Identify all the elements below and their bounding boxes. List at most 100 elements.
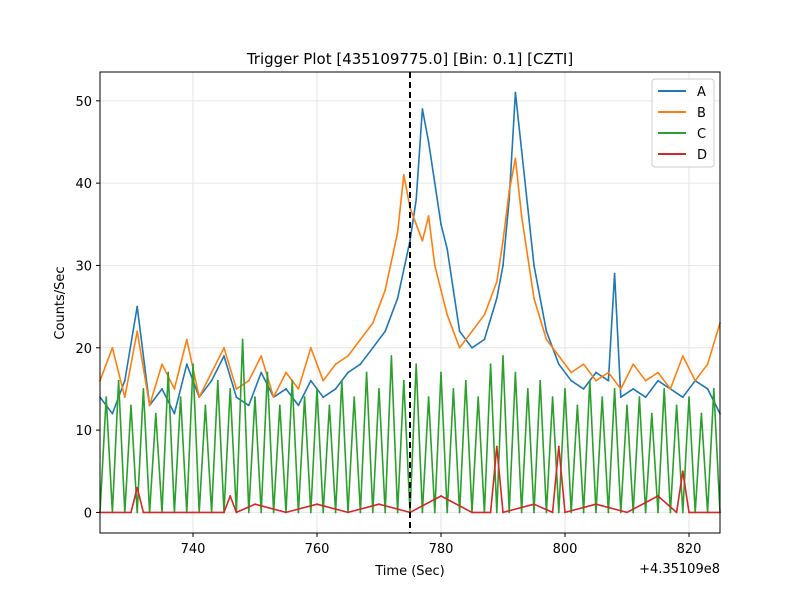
data-point-b (669, 388, 672, 390)
data-point-b (185, 338, 188, 341)
data-point-b (458, 346, 461, 349)
data-point-a (471, 346, 473, 349)
data-point-a (440, 223, 442, 226)
data-point-a (458, 330, 461, 333)
data-point-b (161, 363, 163, 366)
data-point-a (322, 396, 325, 399)
data-point-a (495, 297, 498, 300)
data-point-b (173, 388, 176, 390)
data-point-c (520, 511, 523, 514)
data-point-d (235, 511, 238, 514)
data-point-c (142, 388, 145, 390)
data-point-b (502, 239, 504, 242)
data-point-c (607, 511, 610, 514)
y-axis-label: Counts/Sec (53, 266, 68, 339)
data-point-c (266, 371, 269, 374)
data-point-b (495, 281, 498, 283)
data-point-b (111, 346, 114, 349)
data-point-a (396, 297, 399, 300)
data-point-d (626, 511, 628, 514)
data-point-b (446, 313, 449, 316)
data-point-d (502, 511, 504, 514)
data-point-b (334, 363, 337, 366)
data-point-b (619, 388, 622, 390)
data-point-c (421, 511, 424, 514)
x-tick-label: 820 (677, 542, 702, 557)
data-point-c (526, 388, 529, 390)
data-point-c (247, 511, 250, 514)
data-point-c (632, 511, 635, 514)
data-point-b (123, 396, 126, 399)
data-point-d (192, 511, 194, 514)
data-point-d (688, 511, 690, 514)
data-point-c (427, 396, 430, 399)
data-point-d (657, 495, 659, 497)
data-point-a (210, 379, 213, 382)
data-point-d (316, 503, 318, 506)
legend-label-c: C (697, 127, 706, 142)
data-point-c (669, 511, 672, 514)
data-point-b (421, 239, 424, 242)
data-point-c (650, 412, 653, 415)
data-point-a (595, 371, 597, 374)
data-point-a (334, 388, 337, 390)
data-point-d (254, 503, 256, 506)
data-point-c (638, 396, 641, 399)
data-point-a (247, 404, 250, 407)
data-point-a (657, 379, 659, 382)
data-point-c (334, 511, 337, 514)
data-point-c (216, 379, 219, 382)
data-point-b (210, 371, 213, 374)
data-point-d (681, 470, 684, 473)
y-tick-label: 10 (75, 424, 92, 439)
data-point-c (241, 338, 244, 341)
legend-box (651, 78, 715, 168)
data-point-c (477, 396, 480, 399)
x-axis-label: Time (Sec) (374, 564, 445, 579)
data-point-c (371, 511, 374, 514)
data-point-c (601, 396, 604, 399)
data-point-d (551, 511, 554, 514)
data-point-c (557, 511, 560, 514)
data-point-b (371, 322, 374, 324)
data-point-c (533, 511, 535, 514)
data-point-c (452, 388, 455, 390)
data-point-c (378, 388, 380, 390)
data-point-a (111, 412, 114, 415)
data-point-b (440, 289, 442, 292)
data-point-c (322, 511, 325, 514)
data-point-b (272, 396, 275, 399)
data-point-c (254, 396, 256, 399)
data-point-d (675, 511, 678, 514)
data-point-c (130, 404, 132, 407)
data-point-b (526, 256, 529, 259)
data-point-b (607, 371, 610, 374)
x-tick-label: 800 (553, 542, 578, 557)
data-point-a (607, 379, 610, 382)
data-point-c (105, 396, 108, 399)
data-point-b (483, 313, 486, 316)
data-point-b (657, 371, 659, 374)
data-point-c (514, 371, 517, 374)
data-point-c (136, 511, 139, 514)
data-point-a (297, 404, 300, 407)
data-point-c (663, 388, 666, 390)
data-point-c (595, 511, 597, 514)
data-point-a (557, 363, 560, 366)
data-point-c (328, 404, 331, 407)
data-point-d (223, 511, 225, 514)
data-point-a (223, 355, 225, 357)
chart-title: Trigger Plot [435109775.0] [Bin: 0.1] [C… (246, 50, 573, 68)
data-point-c (117, 379, 120, 382)
data-point-a (173, 412, 176, 415)
data-point-b (396, 231, 399, 234)
data-point-c (551, 396, 554, 399)
data-point-a (526, 206, 529, 209)
data-point-c (303, 396, 306, 399)
data-point-c (384, 511, 387, 514)
data-point-c (309, 511, 312, 514)
data-point-c (576, 404, 579, 407)
data-point-c (402, 379, 405, 382)
data-point-d (130, 511, 132, 514)
